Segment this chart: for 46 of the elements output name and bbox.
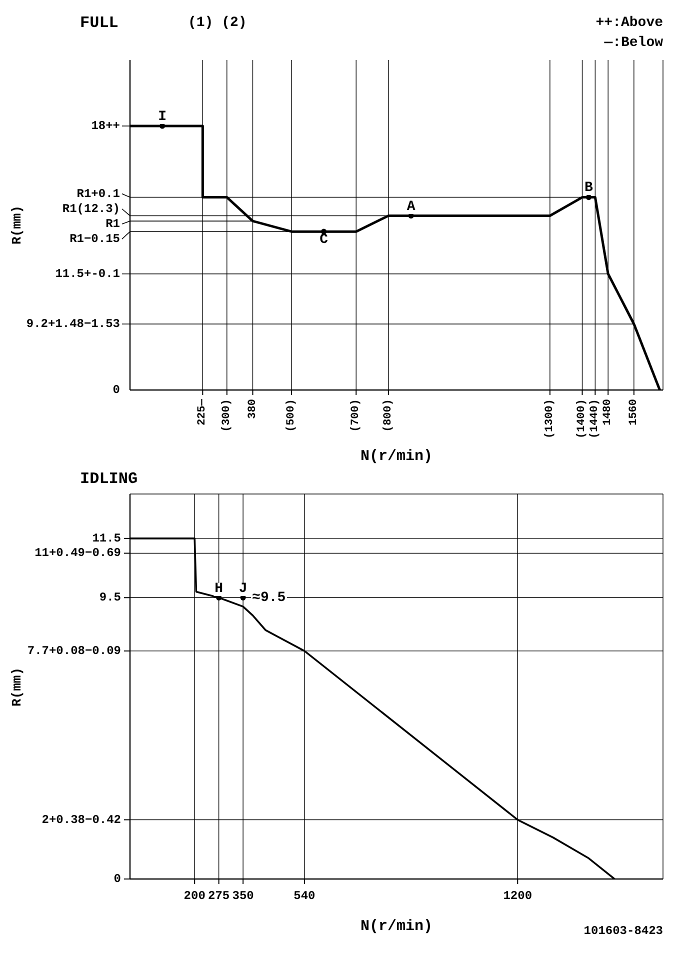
x-axis-title: N(r/min) bbox=[360, 448, 433, 466]
y-tick-label: 0 bbox=[114, 872, 121, 886]
y-tick-label: 11+0.49−0.69 bbox=[34, 546, 121, 560]
x-tick-label: 200 bbox=[184, 889, 206, 903]
y-axis-title: R(mm) bbox=[10, 205, 24, 245]
x-tick-label: (1440) bbox=[589, 399, 602, 439]
x-tick-label: (800) bbox=[382, 399, 394, 432]
annotation: I bbox=[157, 109, 168, 125]
annotation: C bbox=[318, 232, 330, 248]
annotation: H bbox=[214, 580, 224, 597]
x-tick-label: 350 bbox=[232, 889, 254, 903]
x-tick-label: (300) bbox=[220, 399, 233, 432]
x-tick-label: (700) bbox=[350, 399, 362, 432]
x-axis-title: N(r/min) bbox=[360, 918, 433, 936]
x-tick-label: 225— bbox=[196, 398, 209, 426]
x-tick-label: 275 bbox=[208, 889, 230, 903]
text: —:Below bbox=[604, 34, 663, 52]
annotation: R1+0.1 bbox=[76, 186, 120, 201]
y-tick-label: 2+0.38−0.42 bbox=[42, 812, 121, 827]
annotation: ≈9.5 bbox=[251, 590, 287, 606]
text: ++:Above bbox=[596, 14, 663, 32]
annotation: B bbox=[583, 180, 594, 196]
text: 101603-8423 bbox=[584, 923, 663, 940]
y-tick-label: 9.5 bbox=[99, 590, 121, 605]
x-tick-label: 1200 bbox=[503, 889, 532, 903]
x-tick-label: (1300) bbox=[544, 399, 556, 439]
y-tick-label: 11.5 bbox=[92, 531, 121, 546]
x-tick-label: 380 bbox=[246, 399, 259, 419]
x-tick-label: (1400) bbox=[576, 399, 588, 439]
annotation: A bbox=[406, 198, 416, 215]
y-tick-label: 7.7+0.08−0.09 bbox=[27, 644, 121, 658]
text: (1) (2) bbox=[188, 14, 247, 32]
annotation: J bbox=[238, 580, 248, 597]
y-axis-title: R(mm) bbox=[10, 666, 24, 706]
x-tick-label: 1560 bbox=[628, 399, 640, 426]
annotation: R1(12.3) bbox=[62, 202, 120, 216]
x-tick-label: 540 bbox=[294, 889, 316, 903]
annotation: R1−0.15 bbox=[70, 232, 120, 246]
chart-title: FULL bbox=[80, 14, 118, 32]
x-tick-label: (500) bbox=[286, 399, 298, 432]
annotation: 18++ bbox=[91, 119, 120, 133]
annotation: R1 bbox=[106, 216, 120, 231]
annotation: 9.2+1.48−1.53 bbox=[26, 317, 120, 331]
chart-title: IDLING bbox=[80, 470, 138, 488]
x-tick-label: 1480 bbox=[602, 399, 614, 426]
annotation: 11.5+-0.1 bbox=[55, 266, 120, 281]
